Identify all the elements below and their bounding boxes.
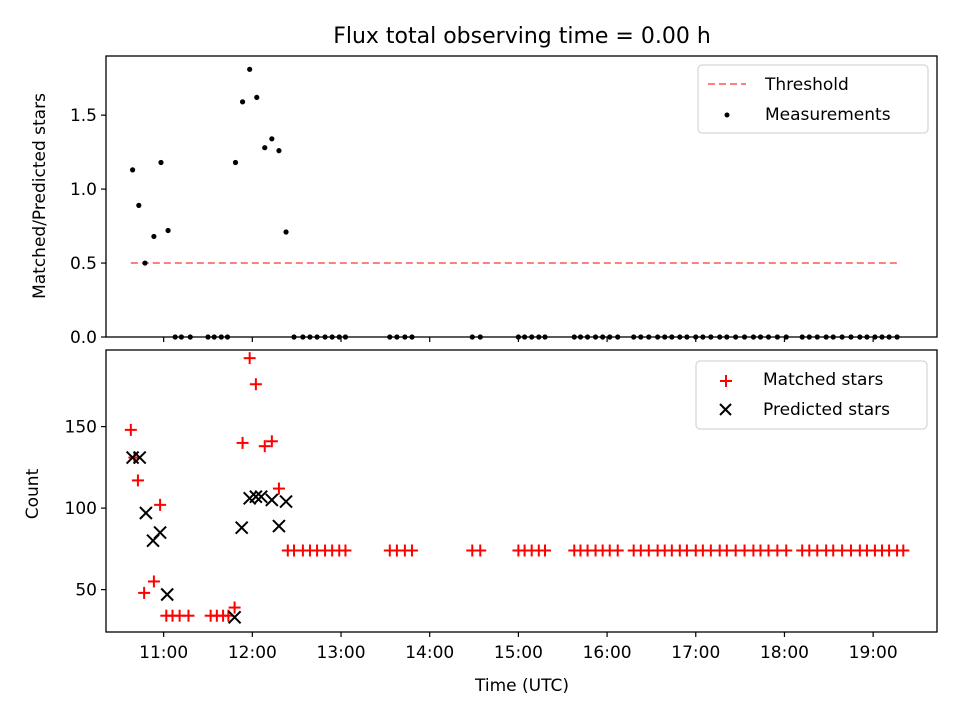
legend-matched-label: Matched stars — [763, 370, 883, 390]
legend-predicted-swatch — [719, 403, 732, 416]
matched-star-point — [539, 544, 552, 557]
chart-title: Flux total observing time = 0.00 h — [333, 24, 711, 49]
matched-star-point — [131, 474, 144, 487]
matched-star-point — [405, 544, 418, 557]
count-x-ticks: 11:00 12:00 13:00 14:00 15:00 16:00 17:00 18:00… — [139, 632, 898, 663]
matched-star-point — [474, 544, 487, 557]
ratio-y-tick-label: 1.0 — [70, 180, 97, 200]
measurement-point — [151, 233, 157, 240]
count-x-tick-label: 15:00 — [494, 643, 543, 663]
matched-star-point — [272, 482, 285, 495]
ratio-legend-box — [697, 64, 929, 134]
predicted-star-point — [132, 450, 147, 465]
matched-star-point — [258, 440, 271, 453]
predicted-star-point — [279, 494, 293, 509]
count-y-tick-label: 150 — [65, 418, 97, 438]
matched-star-point — [138, 586, 151, 599]
measurement-point — [136, 202, 142, 208]
count-y-ticks: 50 100 150 — [65, 418, 106, 601]
predicted-star-point — [249, 489, 263, 504]
count-x-tick-label: 13:00 — [317, 643, 366, 663]
measurement-point — [158, 159, 164, 166]
legend-predicted-label: Predicted stars — [763, 400, 890, 420]
count-x-tick-label: 19:00 — [849, 643, 898, 663]
predicted-star-point — [272, 519, 286, 533]
ratio-legend: Threshold Measurements — [697, 64, 929, 134]
count-y-axis-label: Count — [23, 468, 43, 519]
predicted-star-point — [227, 610, 242, 625]
measurement-point — [254, 94, 260, 101]
count-x-tick-label: 18:00 — [760, 643, 809, 663]
measurement-point — [130, 167, 136, 173]
matched-star-point — [611, 544, 624, 557]
count-x-tick-label: 11:00 — [139, 643, 188, 663]
measurement-point — [276, 148, 282, 154]
matched-star-point — [236, 436, 249, 449]
ratio-x-ticks — [163, 337, 874, 342]
legend-threshold-label: Threshold — [764, 75, 849, 95]
measurement-point — [283, 229, 289, 235]
matched-star-point — [124, 423, 137, 436]
predicted-star-point — [234, 520, 249, 535]
predicted-star-point — [265, 493, 279, 507]
measurement-point — [142, 260, 148, 266]
count-axes-frame — [105, 349, 938, 633]
predicted-star-point — [160, 587, 174, 602]
measurement-point — [239, 99, 246, 105]
matched-star-point — [249, 378, 262, 391]
matched-star-point — [182, 609, 195, 622]
ratio-panel: 0.0 0.5 1.0 1.5 Matched/Predicted stars Thr… — [30, 55, 938, 348]
predicted-star-point — [254, 489, 268, 504]
predicted-star-point — [139, 506, 153, 520]
count-x-tick-label: 17:00 — [671, 643, 720, 663]
matched-star-point — [228, 601, 241, 614]
count-x-tick-label: 16:00 — [583, 643, 632, 663]
matched-star-point — [780, 544, 793, 557]
matched-star-point — [243, 352, 256, 365]
count-y-tick-label: 50 — [75, 581, 97, 601]
matched-star-point — [265, 435, 278, 448]
ratio-y-tick-label: 0.5 — [70, 254, 97, 274]
measurement-point — [232, 159, 239, 166]
matched-star-point — [339, 544, 352, 557]
ratio-axes-frame — [105, 55, 938, 338]
measurement-point — [262, 145, 268, 151]
measurement-point — [269, 136, 275, 142]
count-legend: Matched stars Predicted stars — [695, 360, 928, 430]
matched-star-point — [897, 544, 910, 557]
ratio-y-tick-label: 0.0 — [70, 328, 97, 348]
legend-measurements-swatch — [724, 112, 730, 118]
x-axis-label: Time (UTC) — [474, 676, 569, 696]
ratio-y-tick-label: 1.5 — [70, 106, 97, 126]
count-plot-area — [124, 352, 910, 625]
count-y-tick-label: 100 — [65, 499, 97, 519]
predicted-star-point — [153, 525, 167, 540]
ratio-y-axis-label: Matched/Predicted stars — [30, 93, 50, 299]
count-x-tick-label: 14:00 — [405, 643, 454, 663]
measurement-point — [165, 227, 171, 234]
measurement-point — [247, 66, 253, 72]
matched-star-point — [154, 498, 167, 511]
matched-star-point — [147, 575, 160, 588]
ratio-y-ticks: 0.0 0.5 1.0 1.5 — [70, 106, 106, 348]
count-legend-box — [695, 360, 928, 430]
legend-matched-swatch — [720, 375, 732, 387]
legend-measurements-label: Measurements — [765, 105, 891, 125]
count-x-tick-label: 12:00 — [228, 643, 277, 663]
